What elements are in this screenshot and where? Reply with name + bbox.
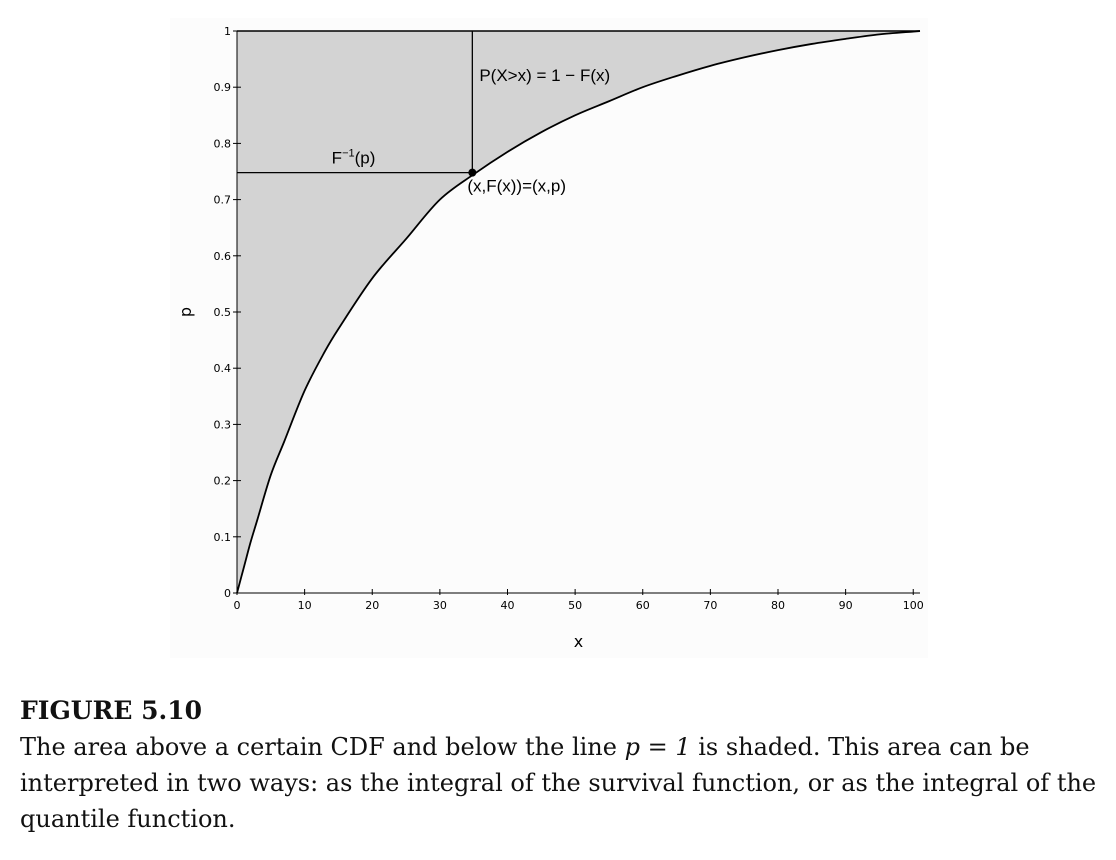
y-tick-label: 0.4 [214,362,232,375]
point-annotation: (x,F(x))=(x,p) [467,177,566,196]
x-tick-label: 30 [433,599,447,612]
y-tick-label: 1 [224,25,231,38]
y-axis-ticks: 0 0.1 0.2 0.3 0.4 0.5 0.6 0.7 0.8 0.9 1 [214,25,241,600]
y-axis-title: p [176,307,195,317]
y-tick-label: 0 [224,587,231,600]
y-tick-label: 0.6 [214,250,232,263]
x-tick-label: 60 [636,599,650,612]
caption-text: The area above a certain CDF and below t… [20,729,1100,837]
caption-text-before: The area above a certain CDF and below t… [20,733,625,761]
cdf-chart: 0 10 20 30 40 50 60 70 80 90 100 00.10.20.30.40.50… [176,25,924,651]
x-tick-label: 50 [568,599,582,612]
x-axis-title: x [574,632,583,651]
y-tick-label: 0.8 [214,137,232,150]
cdf-curve [236,30,921,594]
plot-panel: 0 10 20 30 40 50 60 70 80 90 100 0 0.1 0.2 0.3 0.4 0.5 0… [170,18,928,658]
y-tick-label: 0.1 [214,531,232,544]
x-tick-label: 70 [703,599,717,612]
quantile-argument: (p) [355,149,376,168]
x-tick-label: 20 [365,599,379,612]
y-tick-label: 0.9 [214,81,232,94]
quantile-base: F [332,149,342,168]
survival-annotation: P(X>x) = 1 − F(x) [479,66,610,85]
quantile-superscript: −1 [342,148,355,160]
x-tick-label: 90 [839,599,853,612]
x-axis-ticks: 0 10 20 30 40 50 60 70 80 90 100 [234,589,924,612]
x-tick-label: 80 [771,599,785,612]
x-tick-label: 40 [500,599,514,612]
figure-caption: FIGURE 5.10 The area above a certain CDF… [20,696,1100,837]
caption-math: p = 1 [624,733,691,761]
quantile-annotation: F−1(p) [332,148,376,168]
y-tick-label: 0.5 [214,306,232,319]
y-tick-label: 0.7 [214,194,232,207]
x-tick-label: 10 [298,599,312,612]
figure-label: FIGURE 5.10 [20,696,203,725]
x-tick-label: 100 [903,599,924,612]
shaded-area [237,31,920,593]
y-tick-label: 0.3 [214,418,232,431]
y-tick-label: 0.2 [214,475,232,488]
x-tick-label: 0 [234,599,241,612]
marked-point [468,168,477,177]
caption-text-after: is shaded. This area can be interpreted … [20,733,1097,833]
